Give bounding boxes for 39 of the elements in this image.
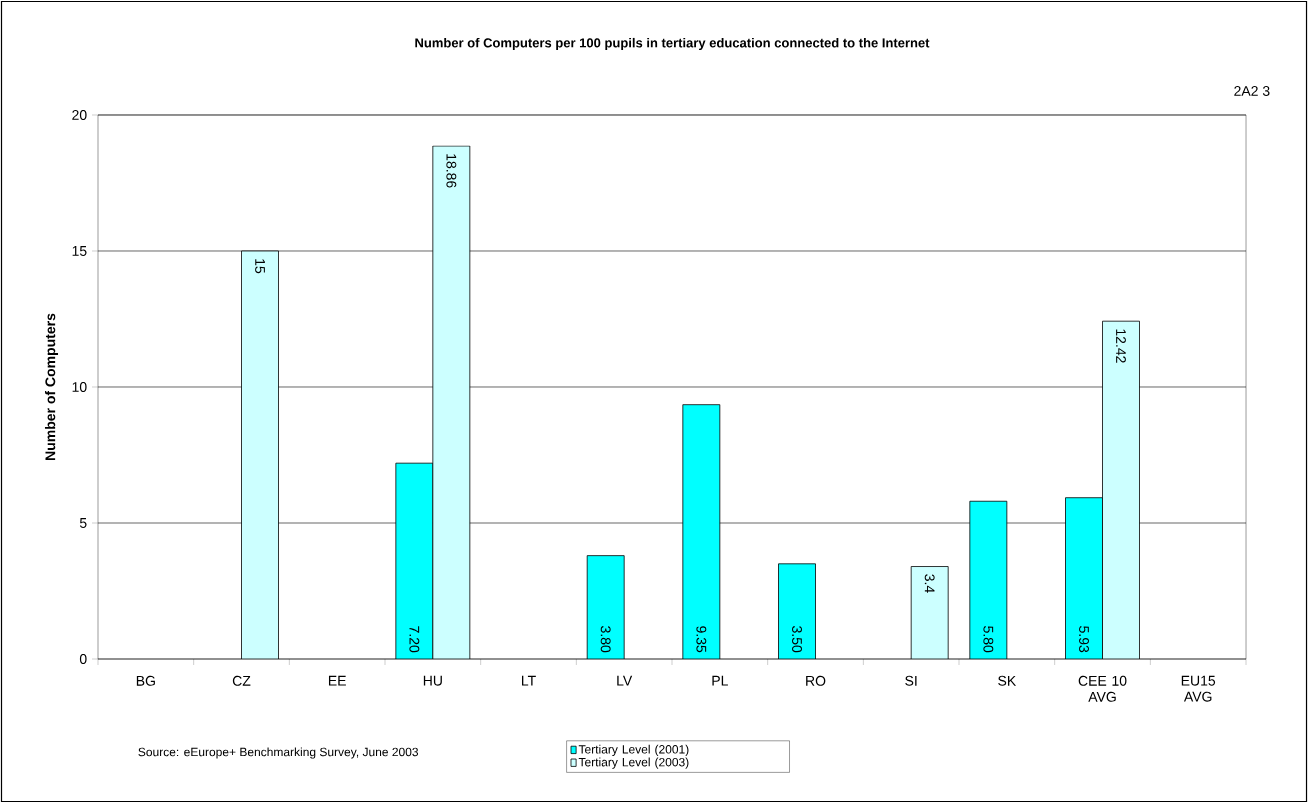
y-tick-label: 5: [79, 518, 87, 528]
y-tick-label: 20: [72, 110, 87, 120]
x-tick-label: SI: [905, 675, 917, 686]
x-tick-label: BG: [136, 675, 155, 686]
x-tick-label: LT: [522, 675, 536, 686]
data-label: 3.50: [792, 626, 802, 653]
bar: [682, 404, 721, 659]
x-tick-label: RO: [806, 675, 826, 686]
data-label: 15: [255, 259, 265, 274]
x-tick-label: CZ: [232, 675, 251, 686]
x-tick-label: PL: [712, 675, 728, 686]
x-tick-label: HU: [423, 675, 442, 686]
data-label: 18.86: [446, 154, 457, 188]
data-label: 7.20: [409, 626, 420, 653]
data-label: 9.35: [696, 626, 707, 653]
x-tick-label: CEE 10 AVG: [1078, 675, 1127, 702]
y-tick-label: 15: [72, 246, 87, 256]
bar: [586, 555, 625, 659]
chart-title: Number of Computers per 100 pupils in tertiary education connected to the Internet: [415, 37, 930, 51]
text: 2A2 3: [1234, 86, 1270, 96]
legend-label: Tertiary Level (2001): [578, 744, 689, 756]
bar: [1065, 497, 1103, 659]
data-label: 5.80: [983, 626, 994, 653]
data-label: 12.42: [1116, 329, 1126, 363]
y-tick-label: 10: [72, 382, 87, 392]
source-note: Source: eEurope+ Benchmarking Survey, June 2003: [138, 747, 419, 759]
x-tick-label: SK: [998, 675, 1017, 686]
data-label: 3.80: [600, 626, 611, 653]
bar: [778, 563, 816, 659]
y-axis-title: Number of Computers: [44, 313, 59, 460]
data-label: 5.93: [1079, 626, 1089, 653]
bar: [395, 462, 434, 659]
y-tick-label: 0: [79, 654, 87, 664]
legend-label: Tertiary Level (2003): [578, 757, 689, 769]
data-label: 3.4: [924, 574, 935, 593]
bar: [969, 500, 1008, 659]
x-tick-label: EE: [328, 675, 346, 686]
x-tick-label: LV: [617, 675, 633, 686]
x-tick-label: EU15 AVG: [1181, 675, 1216, 702]
